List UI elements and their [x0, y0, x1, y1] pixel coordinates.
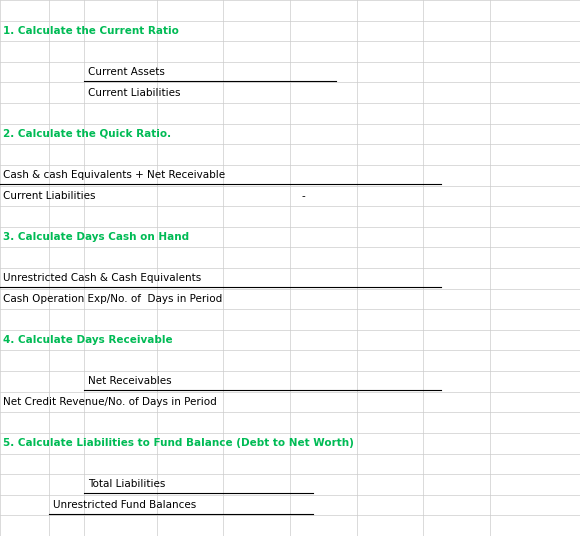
Text: Net Credit Revenue/No. of Days in Period: Net Credit Revenue/No. of Days in Period	[3, 397, 218, 407]
Text: Current Liabilities: Current Liabilities	[3, 191, 96, 201]
Text: -: -	[302, 191, 305, 201]
Text: Unrestricted Cash & Cash Equivalents: Unrestricted Cash & Cash Equivalents	[3, 273, 202, 284]
Text: 2. Calculate the Quick Ratio.: 2. Calculate the Quick Ratio.	[3, 129, 172, 139]
Text: Current Assets: Current Assets	[88, 67, 165, 77]
Text: Unrestricted Fund Balances: Unrestricted Fund Balances	[53, 500, 196, 510]
Text: Net Receivables: Net Receivables	[88, 376, 171, 386]
Text: 5. Calculate Liabilities to Fund Balance (Debt to Net Worth): 5. Calculate Liabilities to Fund Balance…	[3, 438, 354, 448]
Text: Cash & cash Equivalents + Net Receivable: Cash & cash Equivalents + Net Receivable	[3, 170, 226, 180]
Text: Total Liabilities: Total Liabilities	[88, 480, 165, 489]
Text: 3. Calculate Days Cash on Hand: 3. Calculate Days Cash on Hand	[3, 232, 190, 242]
Text: 1. Calculate the Current Ratio: 1. Calculate the Current Ratio	[3, 26, 179, 36]
Text: Cash Operation Exp/No. of  Days in Period: Cash Operation Exp/No. of Days in Period	[3, 294, 223, 304]
Text: Current Liabilities: Current Liabilities	[88, 88, 180, 98]
Text: 4. Calculate Days Receivable: 4. Calculate Days Receivable	[3, 335, 173, 345]
